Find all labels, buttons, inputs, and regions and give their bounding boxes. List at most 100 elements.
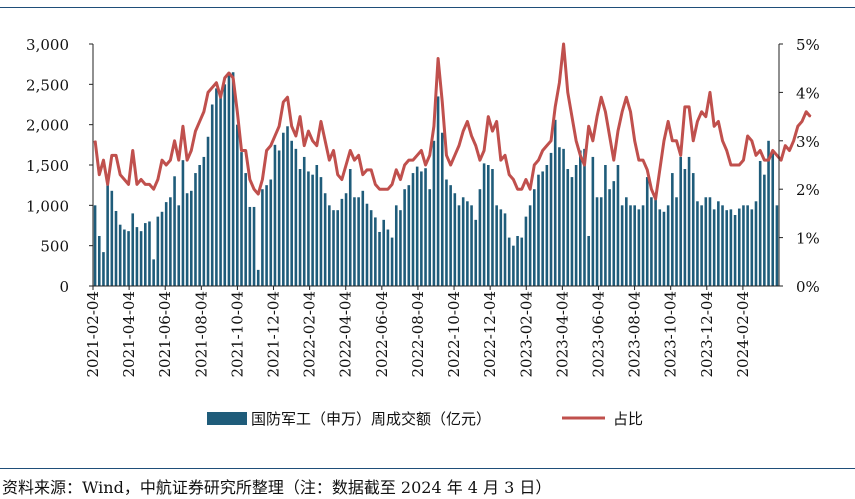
- line-point-147: [709, 91, 711, 93]
- x-tick-12: 2023-02-04: [517, 291, 535, 377]
- bar-104: [528, 205, 532, 286]
- bar-61: [348, 169, 352, 286]
- bar-89: [466, 201, 469, 286]
- line-point-96: [496, 120, 498, 123]
- line-point-2: [102, 159, 105, 161]
- line-point-131: [642, 159, 644, 161]
- line-point-138: [671, 140, 673, 142]
- line-point-118: [588, 125, 590, 127]
- line-point-110: [554, 106, 556, 108]
- line-point-114: [571, 116, 573, 118]
- line-point-116: [579, 154, 581, 156]
- line-point-57: [332, 149, 335, 152]
- line-point-167: [793, 140, 795, 142]
- source-note: 资料来源：Wind，中航证券研究所整理（注：数据截至 2024 年 4 月 3 …: [2, 478, 552, 497]
- line-point-53: [316, 145, 318, 147]
- line-point-62: [353, 159, 356, 161]
- line-point-76: [412, 159, 414, 161]
- y-left-tick-3: 1,500: [26, 157, 69, 175]
- bar-51: [307, 171, 310, 286]
- bar-14: [152, 259, 155, 286]
- bar-81: [432, 140, 436, 286]
- bar-131: [641, 205, 645, 286]
- bar-34: [236, 124, 239, 286]
- line-point-124: [613, 159, 615, 161]
- legend: 国防军工（申万）周成交额（亿元） 占比: [207, 410, 643, 428]
- bar-series: [93, 72, 779, 287]
- bar-48: [294, 148, 298, 286]
- bar-39: [256, 269, 260, 286]
- bar-91: [474, 219, 478, 286]
- line-point-151: [726, 149, 728, 152]
- bar-60: [344, 193, 348, 286]
- bar-4: [110, 190, 114, 286]
- bar-46: [286, 126, 289, 286]
- line-point-84: [445, 154, 448, 156]
- line-point-144: [696, 120, 699, 123]
- bar-95: [491, 169, 494, 286]
- bar-162: [771, 152, 775, 286]
- line-point-112: [562, 43, 565, 45]
- bar-58: [336, 210, 339, 286]
- bar-136: [662, 211, 666, 286]
- line-point-163: [776, 154, 778, 156]
- line-point-47: [291, 125, 293, 127]
- bar-64: [361, 190, 365, 286]
- legend-bar-label: 国防军工（申万）周成交额（亿元）: [251, 410, 491, 428]
- bar-117: [583, 148, 586, 286]
- bar-35: [240, 152, 243, 286]
- bar-23: [190, 190, 193, 286]
- line-point-63: [358, 154, 360, 156]
- bar-148: [712, 209, 716, 286]
- legend-line-label: 占比: [613, 410, 643, 428]
- bar-146: [704, 197, 708, 286]
- line-point-73: [399, 178, 402, 181]
- y-left-tick-2: 1,000: [26, 197, 69, 215]
- line-point-30: [219, 96, 222, 98]
- bar-121: [599, 197, 603, 286]
- line-point-153: [734, 164, 736, 166]
- line-point-119: [592, 140, 594, 142]
- bar-80: [428, 189, 432, 286]
- bar-159: [758, 160, 762, 286]
- bar-76: [411, 173, 415, 286]
- bar-33: [231, 72, 235, 286]
- line-point-166: [788, 149, 791, 152]
- bar-111: [558, 147, 561, 286]
- bar-72: [394, 205, 398, 286]
- bar-32: [227, 72, 231, 286]
- y-left-tick-1: 500: [40, 238, 69, 256]
- line-point-104: [529, 188, 531, 190]
- line-point-10: [136, 183, 138, 185]
- line-point-113: [567, 91, 569, 93]
- line-point-98: [504, 154, 506, 156]
- bar-75: [407, 185, 411, 286]
- bar-151: [725, 210, 729, 286]
- bar-140: [679, 156, 682, 286]
- bar-139: [675, 197, 678, 286]
- x-tick-6: 2022-02-04: [301, 291, 319, 377]
- bar-133: [650, 197, 653, 286]
- bar-120: [595, 197, 599, 286]
- line-point-50: [303, 145, 305, 147]
- line-point-121: [600, 96, 602, 98]
- line-point-87: [458, 145, 460, 147]
- bar-145: [700, 205, 703, 286]
- bar-112: [562, 148, 565, 286]
- line-point-127: [625, 96, 627, 98]
- bar-59: [340, 198, 344, 286]
- bar-135: [658, 209, 662, 286]
- bar-68: [378, 231, 381, 286]
- y-left-tick-5: 2,500: [26, 76, 69, 94]
- bar-128: [629, 205, 632, 286]
- x-tick-14: 2023-06-04: [589, 291, 607, 377]
- bar-125: [616, 165, 620, 286]
- bar-90: [470, 205, 473, 286]
- line-point-9: [132, 149, 134, 152]
- line-point-120: [596, 116, 598, 118]
- bar-82: [436, 96, 440, 287]
- bar-31: [223, 84, 227, 286]
- bar-105: [533, 189, 536, 286]
- y-right-tick-1: 1%: [796, 230, 820, 248]
- x-tick-16: 2023-10-04: [662, 291, 680, 377]
